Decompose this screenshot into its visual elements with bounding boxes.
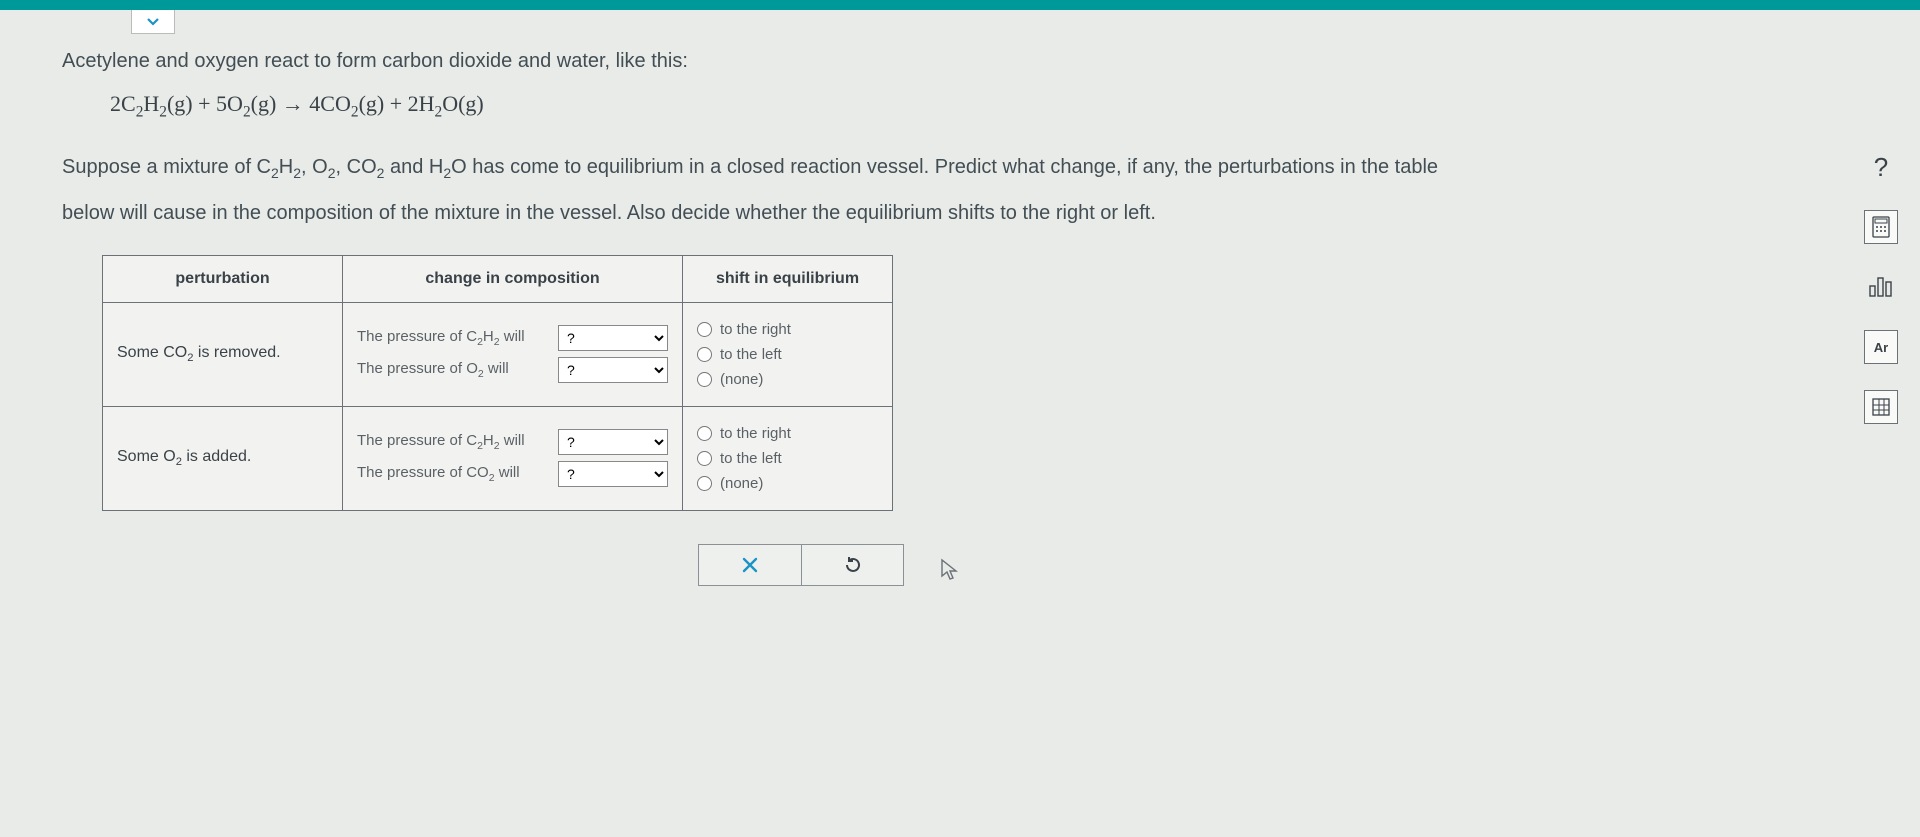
chevron-down-icon <box>145 14 161 30</box>
chart-button[interactable] <box>1864 270 1898 304</box>
x-icon <box>741 556 759 574</box>
col-header-perturbation: perturbation <box>103 255 343 302</box>
change-select[interactable]: ? <box>558 429 668 455</box>
side-toolbox: ? Ar <box>1864 150 1898 424</box>
grid-icon <box>1871 397 1891 417</box>
action-button-bar <box>698 544 904 586</box>
col-header-change: change in composition <box>343 255 683 302</box>
shift-radio-left[interactable] <box>697 451 712 466</box>
perturbation-table: perturbation change in composition shift… <box>102 255 893 511</box>
question-content: Acetylene and oxygen react to form carbo… <box>62 50 1620 511</box>
collapse-toggle[interactable] <box>131 10 175 34</box>
shift-radio-left[interactable] <box>697 347 712 362</box>
change-label: The pressure of C2H2 will <box>357 328 548 348</box>
chemical-equation: 2C2H2(g) + 5O2(g) → 4CO2(g) + 2H2O(g) <box>110 91 1620 121</box>
help-button[interactable]: ? <box>1864 150 1898 184</box>
change-cell: The pressure of C2H2 will ? The pressure… <box>343 302 683 406</box>
intro-text: Acetylene and oxygen react to form carbo… <box>62 50 1620 73</box>
shift-radio-label: to the right <box>720 321 791 338</box>
calculator-button[interactable] <box>1864 210 1898 244</box>
shift-radio-right[interactable] <box>697 322 712 337</box>
calculator-icon <box>1871 216 1891 238</box>
shift-radio-none[interactable] <box>697 476 712 491</box>
shift-radio-right[interactable] <box>697 426 712 441</box>
context-line-2: below will cause in the composition of t… <box>62 197 1620 229</box>
change-label: The pressure of CO2 will <box>357 464 548 484</box>
change-label: The pressure of C2H2 will <box>357 432 548 452</box>
clear-button[interactable] <box>699 545 801 585</box>
change-label: The pressure of O2 will <box>357 360 548 380</box>
context-line-1: Suppose a mixture of C2H2, O2, CO2 and H… <box>62 151 1620 184</box>
perturbation-cell: Some O2 is added. <box>103 406 343 510</box>
shift-radio-label: to the left <box>720 450 782 467</box>
periodic-table-button[interactable]: Ar <box>1864 330 1898 364</box>
perturbation-cell: Some CO2 is removed. <box>103 302 343 406</box>
table-row: Some O2 is added. The pressure of C2H2 w… <box>103 406 893 510</box>
cursor-icon <box>940 558 960 582</box>
change-select[interactable]: ? <box>558 461 668 487</box>
shift-radio-label: (none) <box>720 371 763 388</box>
col-header-shift: shift in equilibrium <box>683 255 893 302</box>
table-row: Some CO2 is removed. The pressure of C2H… <box>103 302 893 406</box>
change-select[interactable]: ? <box>558 357 668 383</box>
change-select[interactable]: ? <box>558 325 668 351</box>
shift-radio-label: to the right <box>720 425 791 442</box>
shift-radio-label: to the left <box>720 346 782 363</box>
bar-chart-icon <box>1868 276 1894 298</box>
periodic-label: Ar <box>1874 340 1888 355</box>
shift-cell: to the right to the left (none) <box>683 302 893 406</box>
shift-radio-label: (none) <box>720 475 763 492</box>
change-cell: The pressure of C2H2 will ? The pressure… <box>343 406 683 510</box>
reset-button[interactable] <box>801 545 903 585</box>
data-table-button[interactable] <box>1864 390 1898 424</box>
reset-icon <box>843 555 863 575</box>
shift-radio-none[interactable] <box>697 372 712 387</box>
top-accent-bar <box>0 0 1920 10</box>
shift-cell: to the right to the left (none) <box>683 406 893 510</box>
